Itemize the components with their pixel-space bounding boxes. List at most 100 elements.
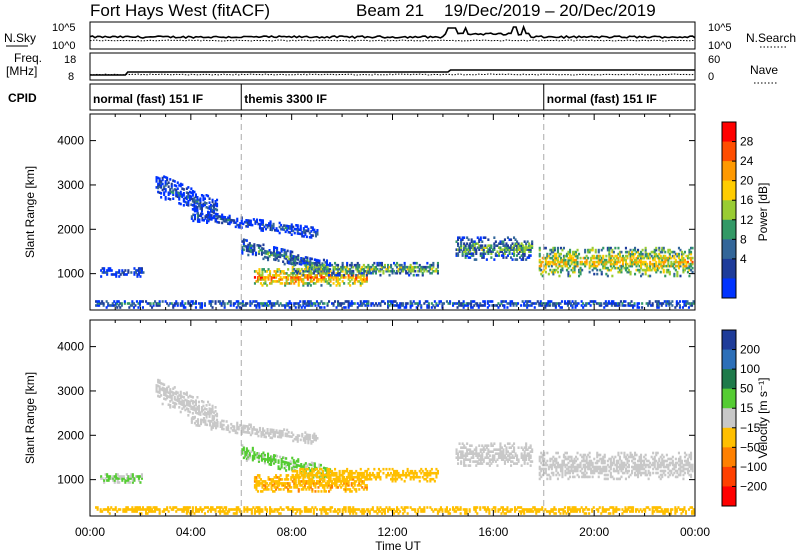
- echo-cell: [547, 254, 550, 258]
- echo-cell: [643, 262, 646, 266]
- echo-cell: [547, 473, 550, 477]
- echo-cell: [117, 300, 120, 303]
- echo-cell: [676, 274, 679, 278]
- echo-cell: [127, 477, 130, 480]
- echo-cell: [176, 391, 179, 394]
- echo-cell: [250, 250, 253, 253]
- echo-cell: [121, 479, 124, 482]
- echo-cell: [305, 269, 308, 273]
- echo-cell: [221, 425, 224, 429]
- echo-cell: [321, 469, 324, 473]
- echo-cell: [379, 475, 382, 479]
- echo-cell: [326, 272, 329, 275]
- echo-cell: [402, 269, 405, 273]
- echo-cell: [349, 267, 352, 271]
- echo-cell: [470, 306, 473, 309]
- echo-cell: [136, 273, 139, 276]
- echo-cell: [188, 394, 191, 398]
- echo-cell: [494, 460, 497, 463]
- echo-cell: [589, 300, 592, 303]
- echo-cell: [191, 192, 194, 195]
- echo-cell: [426, 469, 429, 473]
- echo-cell: [287, 268, 290, 271]
- echo-cell: [540, 461, 543, 465]
- echo-cell: [643, 268, 646, 272]
- echo-cell: [604, 300, 607, 303]
- echo-cell: [285, 482, 288, 485]
- echo-cell: [268, 459, 271, 462]
- echo-cell: [256, 482, 259, 485]
- echo-cell: [603, 469, 606, 473]
- echo-cell: [597, 459, 600, 463]
- echo-cell: [570, 256, 573, 260]
- echo-cell: [584, 473, 587, 477]
- echo-cell: [131, 473, 134, 476]
- echo-cell: [528, 452, 531, 455]
- echo-cell: [472, 240, 475, 243]
- echo-cell: [290, 233, 293, 236]
- echo-cell: [179, 410, 182, 414]
- echo-cell: [293, 484, 296, 487]
- echo-cell: [411, 471, 414, 475]
- echo-cell: [222, 419, 225, 423]
- echo-cell: [379, 269, 382, 273]
- echo-cell: [580, 300, 583, 303]
- echo-cell: [409, 306, 412, 309]
- echo-cell: [552, 258, 555, 262]
- echo-cell: [119, 306, 122, 309]
- echo-cell: [555, 461, 558, 465]
- echo-cell: [379, 267, 382, 271]
- echo-cell: [287, 488, 290, 491]
- echo-cell: [158, 389, 161, 392]
- echo-cell: [592, 302, 595, 305]
- echo-cell: [248, 219, 251, 222]
- echo-cell: [399, 271, 402, 275]
- echo-cell: [393, 471, 396, 475]
- echo-cell: [415, 261, 418, 265]
- echo-cell: [127, 479, 130, 482]
- echo-cell: [317, 269, 320, 273]
- echo-cell: [614, 463, 617, 467]
- echo-cell: [400, 265, 403, 269]
- echo-cell: [501, 304, 504, 307]
- echo-cell: [318, 306, 321, 309]
- echo-cell: [391, 477, 394, 481]
- echo-cell: [281, 432, 284, 435]
- echo-cell: [188, 410, 191, 414]
- echo-cell: [441, 304, 444, 307]
- echo-cell: [176, 399, 179, 402]
- echo-cell: [591, 262, 594, 266]
- echo-cell: [691, 262, 694, 266]
- echo-cell: [652, 266, 655, 270]
- echo-cell: [634, 272, 637, 276]
- echo-cell: [475, 248, 478, 251]
- echo-cell: [318, 278, 321, 281]
- echo-cell: [157, 182, 160, 186]
- echo-cell: [158, 302, 161, 305]
- echo-cell: [638, 258, 641, 262]
- echo-cell: [562, 260, 565, 264]
- echo-cell: [158, 300, 161, 303]
- echo-cell: [466, 252, 469, 255]
- echo-cell: [239, 424, 242, 427]
- echo-cell: [597, 453, 600, 457]
- echo-cell: [531, 244, 534, 247]
- echo-cell: [679, 248, 682, 252]
- echo-cell: [668, 248, 671, 252]
- echo-cell: [341, 270, 344, 273]
- echo-cell: [209, 421, 212, 425]
- echo-cell: [644, 268, 647, 272]
- echo-cell: [481, 252, 484, 255]
- echo-cell: [627, 302, 630, 305]
- echo-cell: [256, 304, 259, 307]
- echo-cell: [127, 475, 130, 478]
- echo-cell: [614, 254, 617, 258]
- echo-cell: [196, 220, 199, 223]
- echo-cell: [584, 264, 587, 268]
- echo-cell: [356, 280, 359, 283]
- echo-cell: [433, 471, 436, 475]
- echo-cell: [243, 424, 246, 428]
- echo-cell: [169, 396, 172, 399]
- echo-cell: [367, 300, 370, 303]
- echo-cell: [647, 268, 650, 272]
